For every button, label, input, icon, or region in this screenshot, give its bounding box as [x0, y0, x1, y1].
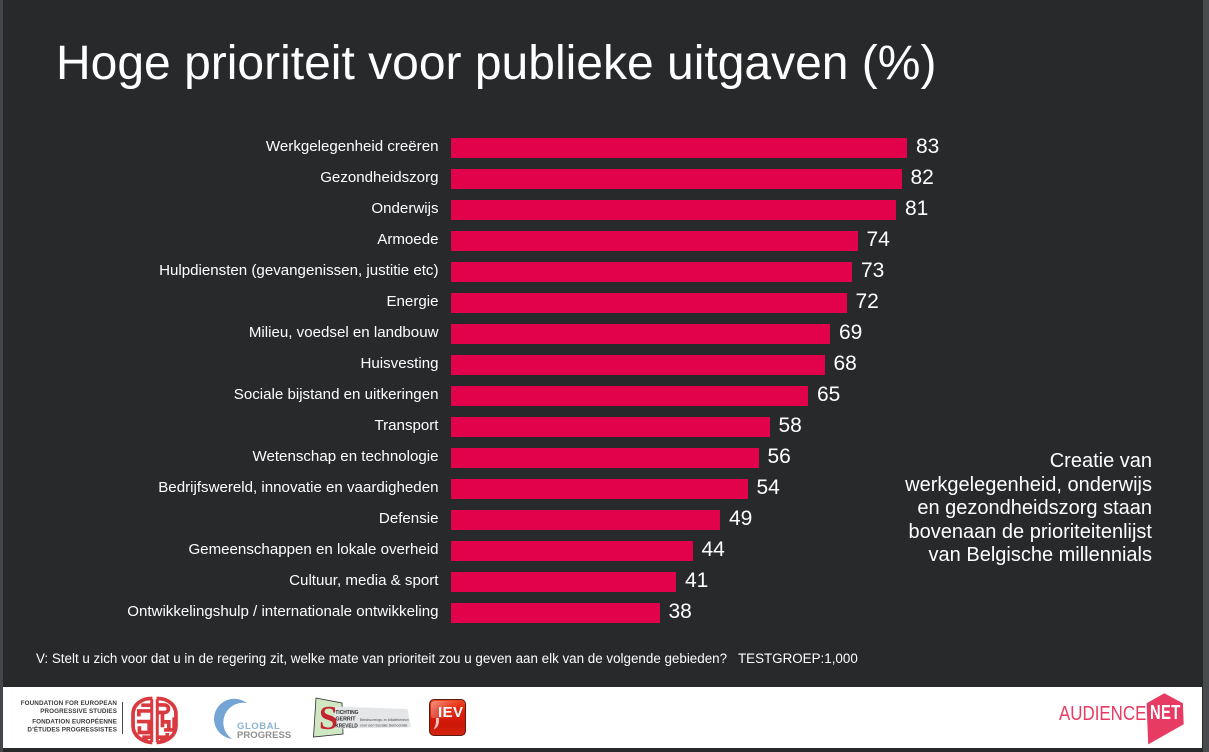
svg-text:TICHTING: TICHTING: [335, 710, 358, 716]
svg-text:KREVELD: KREVELD: [335, 724, 357, 730]
svg-text:GERRIT: GERRIT: [335, 717, 356, 723]
svg-text:S: S: [319, 700, 338, 737]
svg-text:voor een Sociale Democratie: voor een Sociale Democratie: [360, 724, 408, 728]
svg-text:Beleidsvormings- en initiatief: Beleidsvormings- en initiatiefcentrum: [360, 718, 409, 722]
